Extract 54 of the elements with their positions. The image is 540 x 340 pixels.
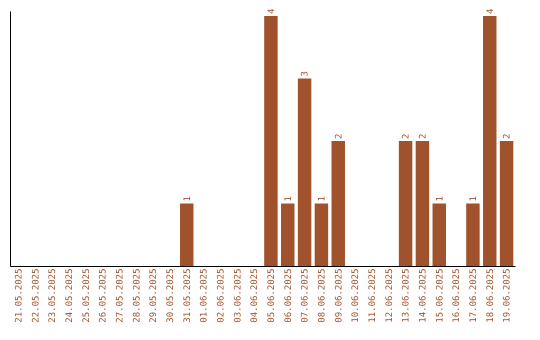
x-tick-label: 14.06.2025 [418,268,428,323]
data-label: 1 [435,196,446,202]
bar [466,204,480,266]
data-label: 4 [266,8,277,14]
x-tick-label: 08.06.2025 [317,268,328,323]
x-tick-label: 22.05.2025 [31,268,42,323]
x-tick-label: 17.06.2025 [468,268,479,323]
x-tick-label: 31.05.2025 [182,268,193,323]
x-tick-label: 01.06.2025 [200,268,210,323]
bar [314,204,328,266]
x-tick-label: 26.05.2025 [98,268,109,323]
x-tick-label: 15.06.2025 [435,268,446,323]
bar [432,204,446,266]
data-label: 1 [468,196,479,202]
data-label: 3 [300,71,311,76]
data-label: 2 [334,134,344,139]
x-tick-label: 24.05.2025 [64,268,75,323]
x-tick-label: 28.05.2025 [132,268,142,323]
x-tick-label: 27.05.2025 [115,268,126,323]
x-tick-label: 02.06.2025 [216,268,226,323]
x-tick-label: 30.05.2025 [166,268,176,323]
x-tick-label: 06.06.2025 [284,268,294,323]
data-label: 1 [317,196,328,202]
data-label: 1 [284,196,294,202]
bar [500,141,514,266]
data-label: 2 [502,134,513,139]
bar [298,78,312,266]
x-tick-label: 09.06.2025 [334,268,344,323]
bar [180,204,194,266]
data-label: 2 [402,134,412,139]
x-tick-label: 07.06.2025 [300,268,311,323]
x-tick-label: 29.05.2025 [149,268,160,323]
data-label: 1 [182,196,193,202]
x-tick-label: 04.06.2025 [250,268,260,323]
x-tick-label: 03.06.2025 [233,268,244,323]
bar [398,141,412,266]
x-tick-label: 12.06.2025 [384,268,395,323]
x-tick-label: 19.06.2025 [502,268,513,323]
data-label: 4 [486,8,496,14]
x-tick-label: 05.06.2025 [266,268,277,323]
x-tick-label: 10.06.2025 [351,268,362,323]
bar [332,141,345,266]
x-tick-label: 23.05.2025 [48,268,58,323]
x-tick-label: 13.06.2025 [402,268,412,323]
x-tick-label: 16.06.2025 [452,268,462,323]
x-tick-label: 25.05.2025 [82,268,92,323]
bar [483,16,496,266]
data-label: 2 [418,134,428,139]
bar [416,141,430,266]
x-tick-label: 18.06.2025 [486,268,496,323]
bar [281,204,294,266]
x-tick-label: 11.06.2025 [368,268,378,323]
x-tick-label: 21.05.2025 [14,268,24,323]
bar [264,16,278,266]
